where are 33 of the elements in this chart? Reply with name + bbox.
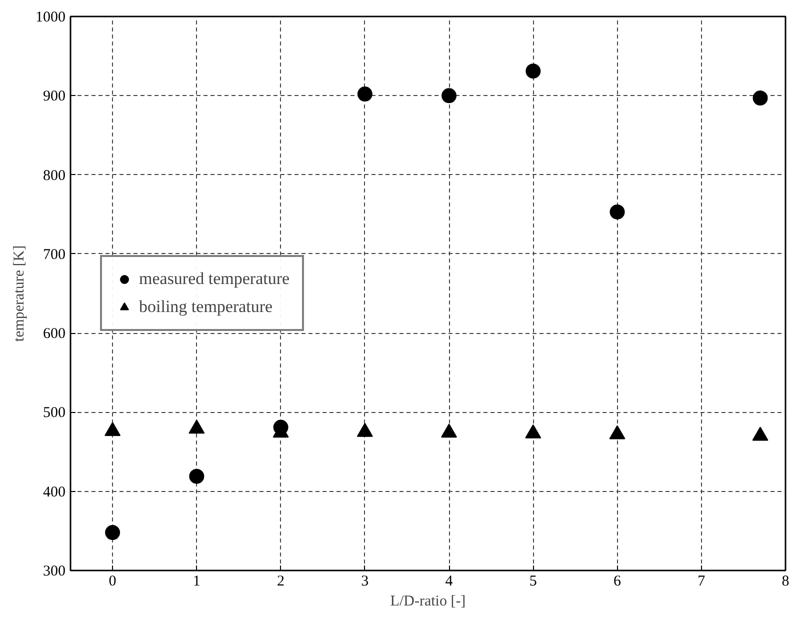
y-tick-label: 500 [43,405,66,422]
y-tick-label: 700 [43,246,66,263]
x-tick-label: 8 [782,574,790,590]
point [752,90,768,106]
point [104,422,121,436]
x-axis-title: L/D-ratio [-] [390,594,466,610]
legend-label: measured temperature [139,269,290,289]
y-tick-label: 600 [43,326,66,342]
x-tick-label: 4 [445,574,454,590]
point [442,88,457,104]
point [356,422,373,437]
point [441,424,458,438]
x-tick-label: 5 [529,574,537,590]
x-tick-label: 1 [192,574,200,590]
point [526,64,541,79]
x-tick-label: 3 [361,574,369,590]
x-tick-label: 7 [698,574,706,590]
legend-label: boiling temperature [139,297,273,317]
y-axis-title: temperature [K] [12,245,28,342]
y-tick-label: 800 [43,168,66,184]
point [357,86,372,102]
point [752,426,768,441]
point [188,420,205,434]
point [525,424,542,438]
y-tick-label: 900 [43,88,66,105]
point [609,425,626,440]
x-tick-label: 6 [614,574,622,590]
x-tick-label: 2 [277,574,285,590]
y-tick-label: 300 [43,564,66,580]
y-tick-label: 400 [43,484,66,500]
point [610,204,625,220]
y-tick-label: 1000 [36,10,66,26]
x-tick-label: 0 [108,574,116,590]
